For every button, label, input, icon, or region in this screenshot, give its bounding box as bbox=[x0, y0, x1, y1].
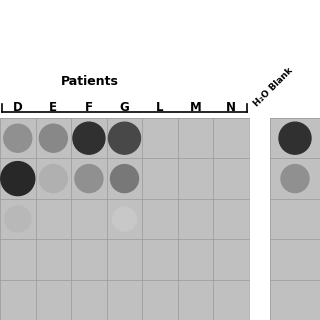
Circle shape bbox=[281, 164, 309, 193]
Circle shape bbox=[1, 162, 35, 196]
Bar bbox=[270, 118, 320, 320]
Text: G: G bbox=[120, 101, 129, 114]
Circle shape bbox=[39, 164, 67, 193]
Text: Patients: Patients bbox=[61, 75, 119, 88]
Circle shape bbox=[75, 164, 103, 193]
Text: L: L bbox=[156, 101, 164, 114]
Bar bbox=[0, 118, 249, 320]
Circle shape bbox=[113, 207, 137, 231]
Text: E: E bbox=[49, 101, 57, 114]
Circle shape bbox=[39, 124, 67, 152]
Text: D: D bbox=[13, 101, 23, 114]
Text: H₂O Blank: H₂O Blank bbox=[252, 66, 294, 108]
Circle shape bbox=[5, 206, 31, 232]
Circle shape bbox=[279, 122, 311, 154]
Text: F: F bbox=[85, 101, 93, 114]
Circle shape bbox=[108, 122, 140, 154]
Circle shape bbox=[110, 164, 139, 193]
Text: M: M bbox=[190, 101, 202, 114]
Text: N: N bbox=[226, 101, 236, 114]
Circle shape bbox=[73, 122, 105, 154]
Circle shape bbox=[4, 124, 32, 152]
